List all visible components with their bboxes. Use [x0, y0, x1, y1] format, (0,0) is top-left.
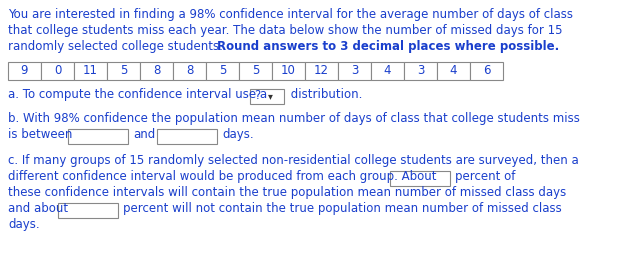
Bar [437, 62, 470, 80]
Bar [470, 62, 503, 80]
Bar [305, 62, 338, 80]
Text: 4: 4 [384, 65, 391, 77]
Text: Round answers to 3 decimal places where possible.: Round answers to 3 decimal places where … [217, 40, 559, 53]
Bar [250, 89, 284, 104]
Bar [173, 62, 206, 80]
Bar [140, 62, 173, 80]
Text: randomly selected college students.: randomly selected college students. [8, 40, 227, 53]
Bar [41, 62, 74, 80]
Text: 10: 10 [281, 65, 296, 77]
Text: 3: 3 [417, 65, 424, 77]
Text: days.: days. [8, 218, 40, 231]
Text: that college students miss each year. The data below show the number of missed d: that college students miss each year. Th… [8, 24, 562, 37]
Text: a. To compute the confidence interval use a: a. To compute the confidence interval us… [8, 88, 271, 101]
Bar [107, 62, 140, 80]
Text: 12: 12 [314, 65, 329, 77]
Text: 4: 4 [450, 65, 458, 77]
Bar [371, 62, 404, 80]
Text: is between: is between [8, 128, 73, 141]
Text: 5: 5 [252, 65, 259, 77]
Bar [404, 62, 437, 80]
Text: 6: 6 [483, 65, 490, 77]
Bar [390, 171, 450, 186]
Bar [157, 129, 217, 144]
Text: c. If many groups of 15 randomly selected non-residential college students are s: c. If many groups of 15 randomly selecte… [8, 154, 578, 167]
Bar [74, 62, 107, 80]
Text: these confidence intervals will contain the true population mean number of misse: these confidence intervals will contain … [8, 186, 566, 199]
Text: ▾: ▾ [268, 92, 273, 102]
Bar [338, 62, 371, 80]
Text: ?: ? [254, 89, 260, 102]
Text: percent of: percent of [455, 170, 515, 183]
Text: 3: 3 [351, 65, 358, 77]
Text: days.: days. [222, 128, 254, 141]
Bar [8, 62, 41, 80]
Bar [68, 129, 128, 144]
Bar [272, 62, 305, 80]
Text: 0: 0 [54, 65, 61, 77]
Text: different confidence interval would be produced from each group. About: different confidence interval would be p… [8, 170, 436, 183]
Text: 5: 5 [219, 65, 226, 77]
Text: b. With 98% confidence the population mean number of days of class that college : b. With 98% confidence the population me… [8, 112, 580, 125]
Bar [206, 62, 239, 80]
Text: 8: 8 [153, 65, 160, 77]
Text: 9: 9 [20, 65, 29, 77]
Text: and about: and about [8, 202, 68, 215]
Bar [239, 62, 272, 80]
Text: 5: 5 [120, 65, 127, 77]
Text: You are interested in finding a 98% confidence interval for the average number o: You are interested in finding a 98% conf… [8, 8, 573, 21]
Text: percent will not contain the true population mean number of missed class: percent will not contain the true popula… [123, 202, 562, 215]
Bar [58, 203, 118, 218]
Text: 11: 11 [83, 65, 98, 77]
Text: distribution.: distribution. [287, 88, 362, 101]
Text: 8: 8 [186, 65, 193, 77]
Text: and: and [133, 128, 155, 141]
